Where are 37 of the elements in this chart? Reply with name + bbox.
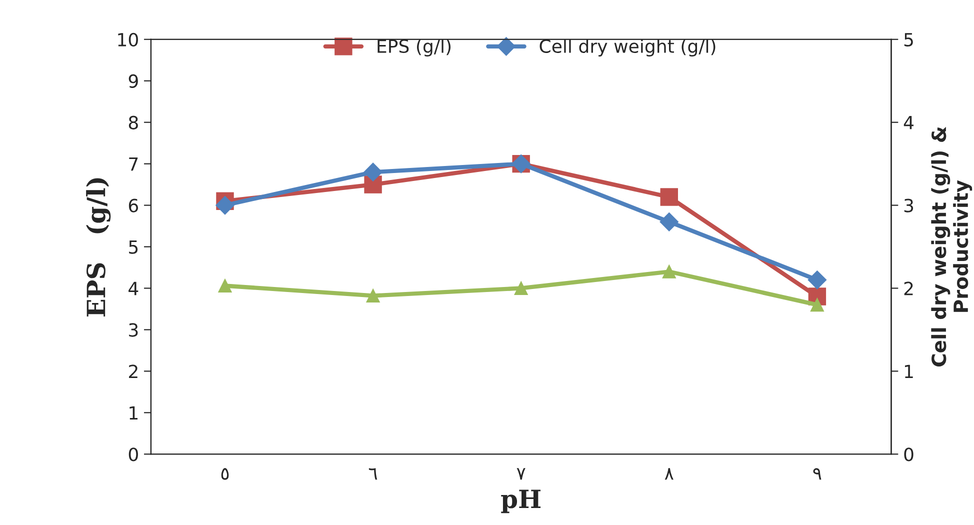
y-axis-title: EPS (g/l) bbox=[86, 178, 111, 316]
y2-tick-label: 5 bbox=[904, 33, 913, 46]
point bbox=[808, 270, 827, 290]
y-tick-label: 9 bbox=[128, 74, 138, 88]
x-tick-label: ٩ bbox=[813, 468, 822, 480]
y-tick-label: 5 bbox=[129, 240, 138, 254]
y-tick-label: 8 bbox=[128, 116, 138, 130]
point bbox=[514, 281, 528, 295]
x-axis-title: pH bbox=[501, 490, 541, 514]
point bbox=[660, 212, 678, 232]
point bbox=[218, 278, 232, 293]
x-tick-label: ٥ bbox=[221, 468, 229, 480]
legend-label: EPS (g/l) bbox=[378, 39, 451, 57]
y-tick-label: 1 bbox=[130, 406, 138, 420]
y-tick-label: 7 bbox=[129, 157, 138, 171]
y2-tick-label: 2 bbox=[904, 282, 913, 296]
y2-tick-label: 4 bbox=[904, 116, 914, 130]
point bbox=[216, 196, 234, 215]
y-tick-label: 3 bbox=[129, 323, 138, 337]
y-tick-label: 4 bbox=[128, 282, 138, 296]
point bbox=[366, 288, 380, 302]
point bbox=[662, 264, 676, 278]
point bbox=[364, 162, 382, 182]
y2-tick-label: 3 bbox=[904, 198, 914, 212]
y-tick-label: 6 bbox=[128, 198, 138, 212]
y-tick-label: 10 bbox=[118, 32, 138, 46]
point bbox=[660, 188, 678, 206]
x-tick-label: ٦ bbox=[368, 468, 378, 480]
legend-label: Cell dry weight (g/l) bbox=[540, 39, 716, 57]
y2-tick-label: 1 bbox=[905, 364, 913, 378]
point bbox=[810, 298, 824, 312]
y-tick-label: 0 bbox=[128, 448, 138, 462]
y-tick-label: 2 bbox=[129, 364, 138, 378]
x-tick-label: ٨ bbox=[664, 468, 674, 480]
y2-axis-title: Cell dry weight (g/l) & Productivity bbox=[931, 126, 972, 366]
y2-tick-label: 0 bbox=[904, 448, 914, 462]
x-tick-label: ٧ bbox=[516, 468, 526, 480]
